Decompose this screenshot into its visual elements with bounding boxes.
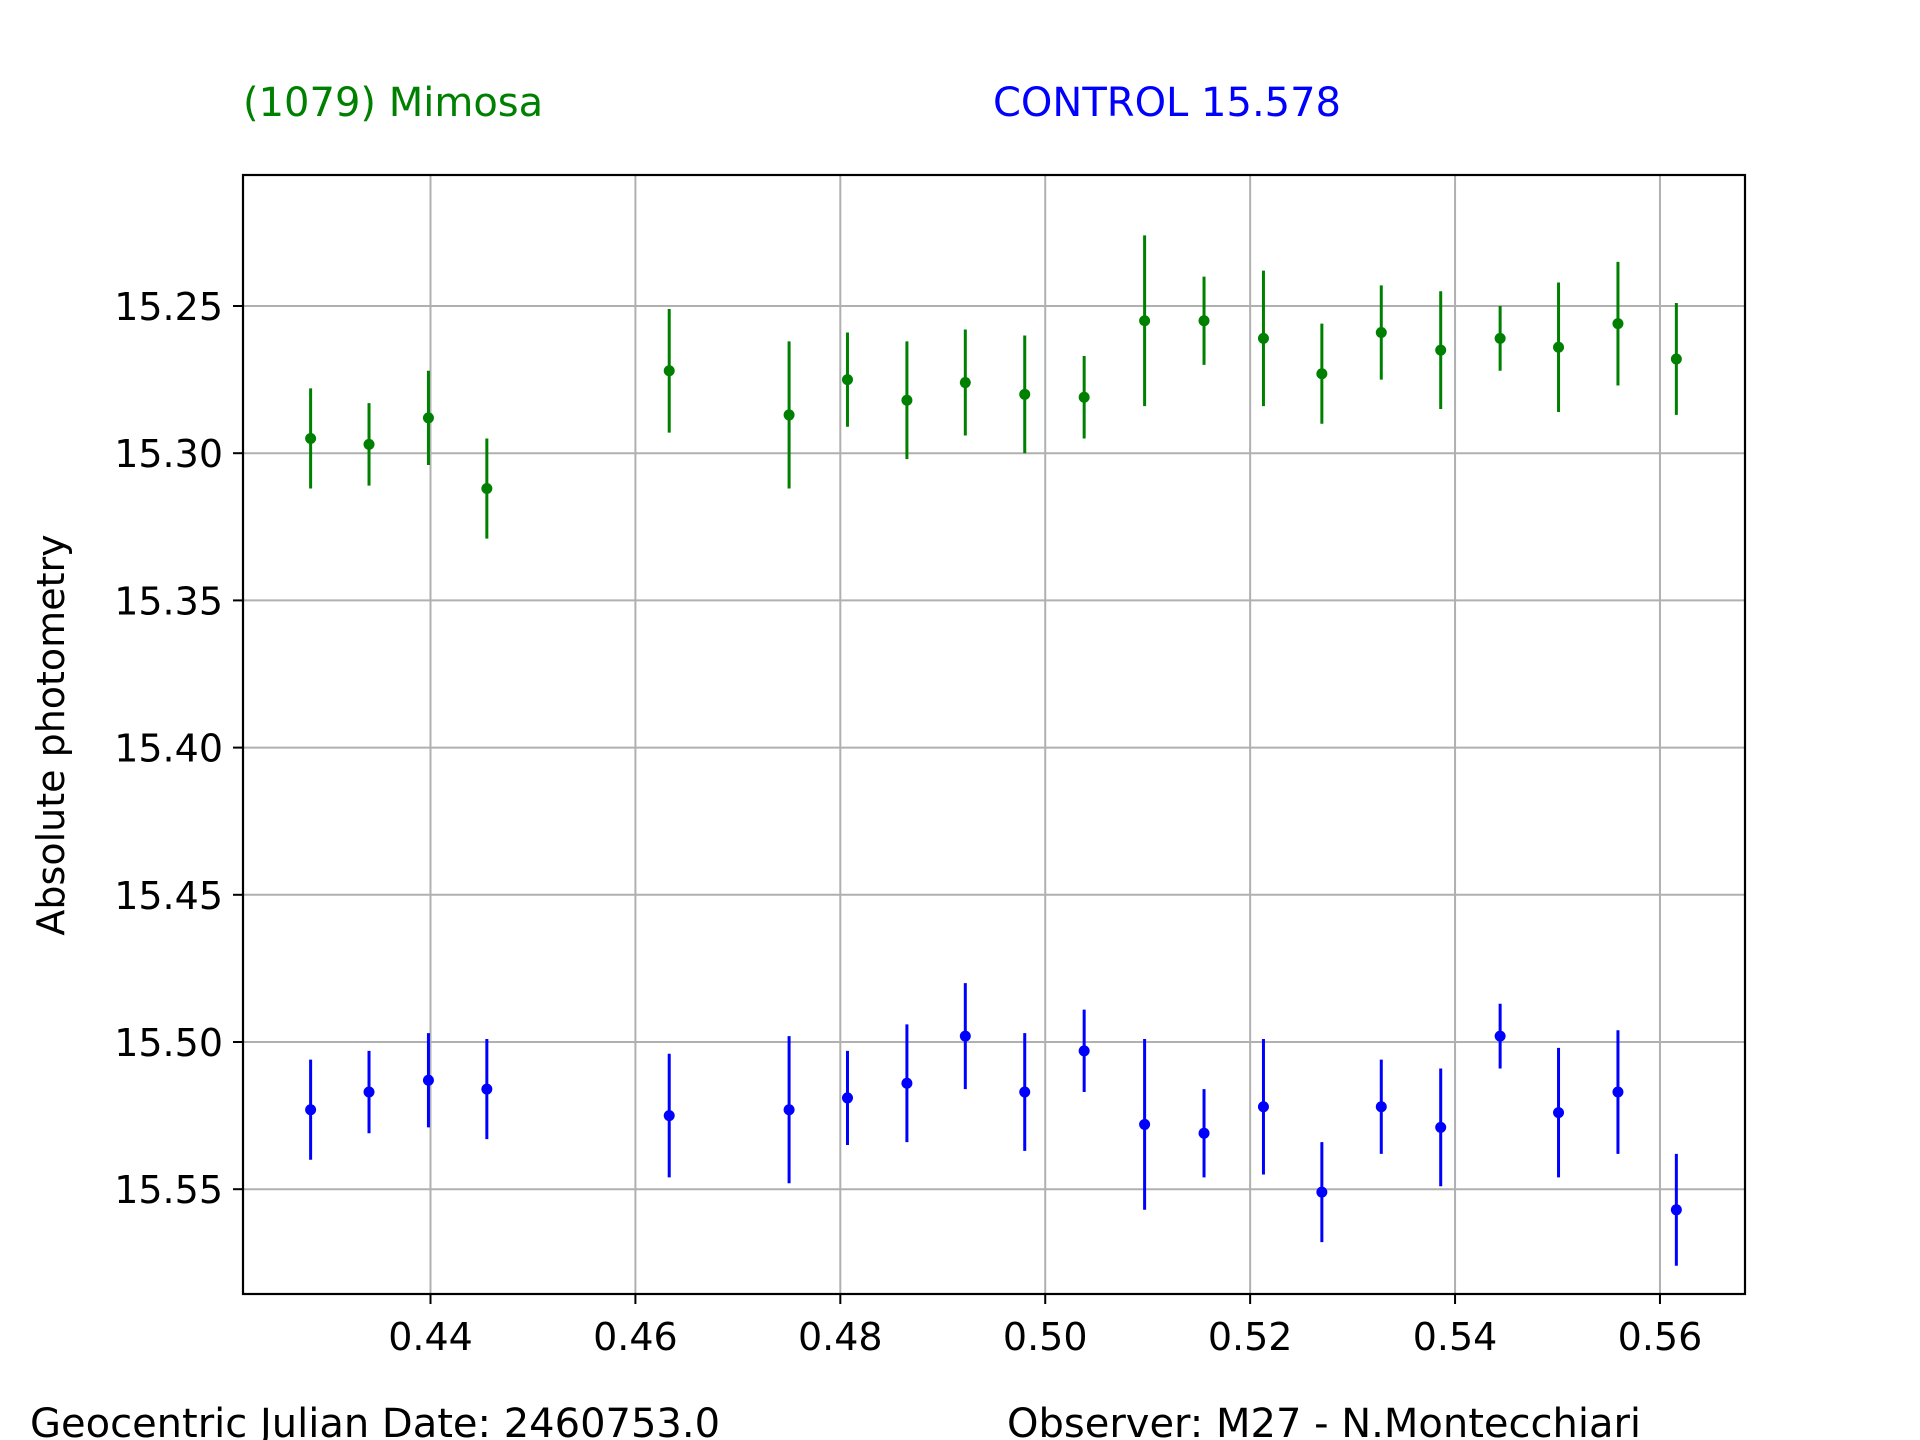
data-point [663, 365, 675, 377]
data-point [841, 1092, 853, 1104]
data-point [663, 1110, 675, 1122]
x-tick-label: 0.54 [1413, 1315, 1498, 1359]
x-tick-label: 0.44 [388, 1315, 473, 1359]
date-label: Geocentric Julian Date: 2460753.0 [30, 1401, 720, 1440]
data-point [1375, 1101, 1387, 1113]
target-label: (1079) Mimosa [243, 80, 543, 126]
data-point [363, 438, 375, 450]
data-point [1198, 1127, 1210, 1139]
x-tick-label: 0.56 [1618, 1315, 1703, 1359]
data-point [1435, 1121, 1447, 1133]
data-point [1553, 1107, 1565, 1119]
data-point [1612, 318, 1624, 330]
data-point [422, 1074, 434, 1086]
y-tick-label: 15.35 [114, 579, 223, 623]
data-layer [305, 235, 1682, 1266]
y-tick-label: 15.25 [114, 285, 223, 329]
y-axis-label: Absolute photometry [29, 534, 73, 935]
y-tick-label: 15.30 [114, 432, 223, 476]
data-point [1375, 327, 1387, 339]
data-point [1670, 353, 1682, 365]
x-tick-label: 0.48 [798, 1315, 883, 1359]
data-point [1257, 1101, 1269, 1113]
control-label: CONTROL 15.578 [993, 80, 1341, 126]
data-point [901, 394, 913, 406]
y-tick-label: 15.45 [114, 874, 223, 918]
data-point [1198, 315, 1210, 327]
data-point [1612, 1086, 1624, 1098]
grid [243, 175, 1745, 1294]
x-tick-label: 0.46 [593, 1315, 678, 1359]
data-point [1670, 1204, 1682, 1216]
observer-label: Observer: M27 - N.Montecchiari [1007, 1401, 1641, 1440]
data-point [1257, 332, 1269, 344]
data-point [1316, 1186, 1328, 1198]
y-tick-label: 15.50 [114, 1021, 223, 1065]
data-point [841, 374, 853, 386]
data-point [783, 409, 795, 421]
x-tick-label: 0.52 [1208, 1315, 1293, 1359]
plot-frame [241, 173, 1747, 1296]
data-point [901, 1077, 913, 1089]
data-point [481, 483, 493, 495]
y-tick-label: 15.40 [114, 727, 223, 771]
data-point [305, 1104, 317, 1116]
data-point [1019, 1086, 1031, 1098]
data-point [1139, 1118, 1151, 1130]
data-point [1139, 315, 1151, 327]
data-point [1019, 388, 1031, 400]
y-tick-label: 15.55 [114, 1168, 223, 1212]
data-point [959, 1030, 971, 1042]
data-point [1494, 332, 1506, 344]
data-point [1494, 1030, 1506, 1042]
data-point [305, 432, 317, 444]
data-point [363, 1086, 375, 1098]
data-point [1435, 344, 1447, 356]
data-point [1316, 368, 1328, 380]
axis-ticks: 0.44 0.46 0.48 0.50 0.52 0.54 0.56 15.25 15.30 15… [114, 285, 1702, 1359]
data-point [1078, 1045, 1090, 1057]
data-point [1078, 391, 1090, 403]
data-point [1553, 341, 1565, 353]
data-point [422, 412, 434, 424]
x-tick-label: 0.50 [1003, 1315, 1088, 1359]
data-point [783, 1104, 795, 1116]
data-point [959, 377, 971, 389]
data-point [481, 1083, 493, 1095]
